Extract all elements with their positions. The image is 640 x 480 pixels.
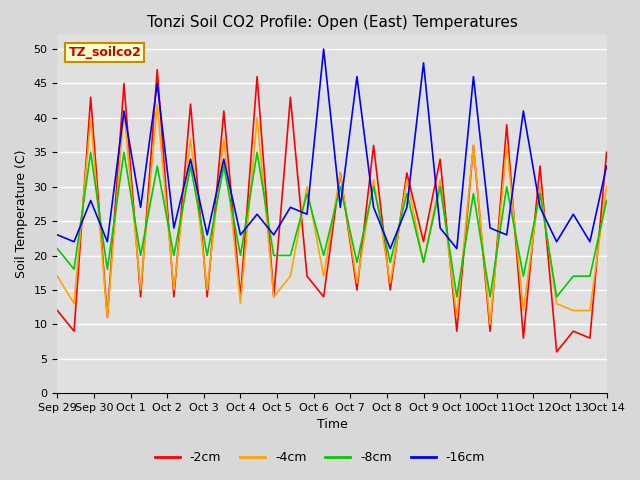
- Y-axis label: Soil Temperature (C): Soil Temperature (C): [15, 150, 28, 278]
- Title: Tonzi Soil CO2 Profile: Open (East) Temperatures: Tonzi Soil CO2 Profile: Open (East) Temp…: [147, 15, 517, 30]
- Text: TZ_soilco2: TZ_soilco2: [68, 46, 141, 59]
- X-axis label: Time: Time: [317, 419, 348, 432]
- Legend: -2cm, -4cm, -8cm, -16cm: -2cm, -4cm, -8cm, -16cm: [150, 446, 490, 469]
